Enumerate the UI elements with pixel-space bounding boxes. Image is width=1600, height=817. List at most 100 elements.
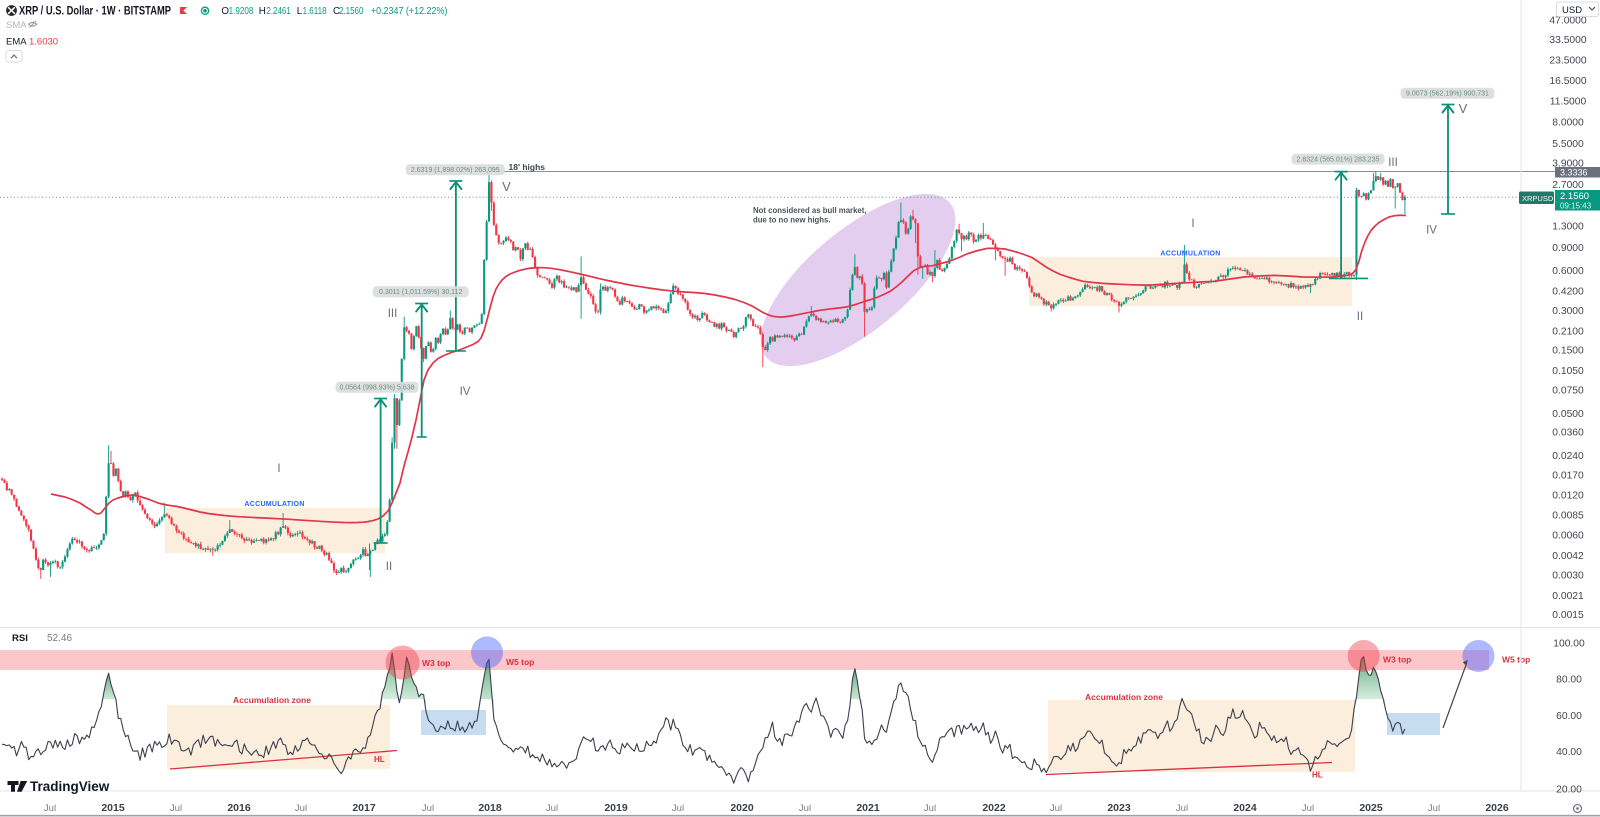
svg-text:2.1560: 2.1560 bbox=[1560, 191, 1589, 202]
svg-text:Jul: Jul bbox=[44, 803, 56, 814]
svg-text:0.3000: 0.3000 bbox=[1552, 306, 1584, 317]
svg-text:RSI: RSI bbox=[12, 633, 28, 644]
svg-text:11.5000: 11.5000 bbox=[1550, 97, 1587, 108]
svg-text:40.00: 40.00 bbox=[1556, 747, 1582, 758]
svg-text:Jul: Jul bbox=[672, 803, 684, 814]
svg-text:9.0073 (562.19%) 900,731: 9.0073 (562.19%) 900,731 bbox=[1406, 91, 1489, 98]
svg-text:W3 top: W3 top bbox=[422, 658, 450, 668]
svg-text:2.1560: 2.1560 bbox=[339, 6, 364, 17]
svg-text:09:15:43: 09:15:43 bbox=[1560, 202, 1592, 211]
svg-text:52.46: 52.46 bbox=[47, 633, 72, 644]
svg-text:0.0060: 0.0060 bbox=[1552, 531, 1584, 542]
svg-text:2018: 2018 bbox=[478, 802, 502, 814]
svg-text:Jul: Jul bbox=[546, 803, 558, 814]
svg-text:II: II bbox=[386, 561, 392, 573]
svg-text:IV: IV bbox=[1426, 225, 1437, 237]
svg-text:0.0085: 0.0085 bbox=[1552, 511, 1584, 522]
svg-text:III: III bbox=[1388, 157, 1398, 169]
svg-text:0.0564 (998.93%) 5,638: 0.0564 (998.93%) 5,638 bbox=[339, 385, 414, 392]
svg-text:3.9000: 3.9000 bbox=[1552, 159, 1584, 170]
svg-text:2026: 2026 bbox=[1485, 802, 1509, 814]
svg-text:0.0240: 0.0240 bbox=[1552, 451, 1584, 462]
svg-text:Jul: Jul bbox=[1302, 803, 1314, 814]
svg-text:ACCUMULATION: ACCUMULATION bbox=[1160, 251, 1220, 258]
svg-text:TradingView: TradingView bbox=[30, 779, 110, 794]
svg-text:SMA: SMA bbox=[6, 20, 27, 31]
svg-text:2025: 2025 bbox=[1359, 802, 1383, 814]
svg-text:W5 top: W5 top bbox=[1502, 655, 1530, 665]
svg-text:due to no new highs.: due to no new highs. bbox=[753, 216, 831, 225]
svg-text:0.9000: 0.9000 bbox=[1552, 243, 1584, 254]
svg-text:Jul: Jul bbox=[1176, 803, 1188, 814]
svg-text:C: C bbox=[333, 6, 340, 17]
svg-text:2023: 2023 bbox=[1107, 802, 1131, 814]
svg-text:5.5000: 5.5000 bbox=[1552, 139, 1584, 150]
svg-text:HL: HL bbox=[1312, 771, 1323, 780]
svg-text:V: V bbox=[502, 179, 511, 194]
svg-text:XRPUSD: XRPUSD bbox=[1522, 194, 1554, 203]
svg-text:Accumulation zone: Accumulation zone bbox=[233, 695, 311, 705]
svg-text:0.0360: 0.0360 bbox=[1552, 428, 1584, 439]
svg-text:0.1050: 0.1050 bbox=[1552, 366, 1584, 377]
svg-text:+0.2347 (+12.22%): +0.2347 (+12.22%) bbox=[371, 6, 448, 17]
svg-text:23.5000: 23.5000 bbox=[1549, 56, 1586, 67]
svg-text:1.3000: 1.3000 bbox=[1552, 222, 1584, 233]
svg-text:Accumulation zone: Accumulation zone bbox=[1085, 692, 1163, 702]
svg-text:0.0120: 0.0120 bbox=[1552, 491, 1584, 502]
svg-text:II: II bbox=[1357, 311, 1363, 323]
svg-text:I: I bbox=[1191, 218, 1194, 230]
svg-text:100.00: 100.00 bbox=[1553, 638, 1585, 649]
svg-text:2021: 2021 bbox=[856, 802, 880, 814]
svg-text:2024: 2024 bbox=[1233, 802, 1257, 814]
svg-text:2020: 2020 bbox=[730, 802, 754, 814]
svg-text:I: I bbox=[277, 463, 280, 475]
svg-text:8.0000: 8.0000 bbox=[1552, 117, 1584, 128]
svg-text:47.0000: 47.0000 bbox=[1549, 16, 1586, 27]
svg-text:V: V bbox=[1459, 101, 1468, 116]
svg-text:Jul: Jul bbox=[1428, 803, 1440, 814]
svg-text:0.0042: 0.0042 bbox=[1552, 551, 1584, 562]
svg-text:20.00: 20.00 bbox=[1556, 785, 1582, 796]
svg-text:Not considered as bull market,: Not considered as bull market, bbox=[753, 206, 867, 215]
svg-text:2022: 2022 bbox=[982, 802, 1006, 814]
svg-text:0.0170: 0.0170 bbox=[1552, 471, 1584, 482]
svg-text:USD: USD bbox=[1562, 5, 1582, 16]
svg-text:1.6030: 1.6030 bbox=[29, 37, 58, 48]
svg-text:0.3011 (1,011.59%) 30,112: 0.3011 (1,011.59%) 30,112 bbox=[379, 289, 462, 296]
svg-text:Jul: Jul bbox=[1050, 803, 1062, 814]
svg-text:0.2100: 0.2100 bbox=[1552, 326, 1584, 337]
svg-text:3.3336: 3.3336 bbox=[1560, 168, 1588, 178]
svg-text:W3 top: W3 top bbox=[1383, 655, 1411, 665]
svg-text:2017: 2017 bbox=[352, 802, 376, 814]
svg-text:2.7000: 2.7000 bbox=[1552, 180, 1584, 191]
svg-text:16.5000: 16.5000 bbox=[1549, 76, 1586, 87]
svg-text:2.2461: 2.2461 bbox=[266, 6, 290, 17]
svg-text:0.6000: 0.6000 bbox=[1552, 266, 1584, 277]
svg-text:1.9208: 1.9208 bbox=[229, 6, 254, 17]
svg-text:Jul: Jul bbox=[799, 803, 811, 814]
svg-text:2.6319 (1,898.02%) 263,095: 2.6319 (1,898.02%) 263,095 bbox=[411, 167, 500, 174]
svg-text:Jul: Jul bbox=[170, 803, 182, 814]
svg-text:2019: 2019 bbox=[604, 802, 628, 814]
svg-text:XRP / U.S. Dollar · 1W · BITST: XRP / U.S. Dollar · 1W · BITSTAMP bbox=[19, 5, 171, 17]
svg-text:W5 top: W5 top bbox=[506, 657, 534, 667]
svg-text:2016: 2016 bbox=[227, 802, 251, 814]
svg-text:O: O bbox=[221, 6, 229, 17]
svg-text:33.5000: 33.5000 bbox=[1549, 35, 1586, 46]
svg-text:IV: IV bbox=[460, 386, 471, 398]
svg-text:0.0021: 0.0021 bbox=[1552, 591, 1584, 602]
svg-text:ACCUMULATION: ACCUMULATION bbox=[244, 501, 304, 508]
svg-text:EMA: EMA bbox=[6, 37, 27, 48]
svg-text:2.8324 (565.01%) 283,235: 2.8324 (565.01%) 283,235 bbox=[1297, 157, 1380, 164]
svg-text:Jul: Jul bbox=[295, 803, 307, 814]
svg-text:III: III bbox=[388, 308, 398, 320]
svg-text:0.0030: 0.0030 bbox=[1552, 570, 1584, 581]
svg-text:1.6118: 1.6118 bbox=[303, 6, 327, 17]
svg-text:Jul: Jul bbox=[422, 803, 434, 814]
svg-text:Jul: Jul bbox=[924, 803, 936, 814]
svg-text:0.1500: 0.1500 bbox=[1552, 346, 1584, 357]
svg-text:HL: HL bbox=[374, 755, 385, 764]
svg-text:H: H bbox=[259, 6, 266, 17]
svg-text:2015: 2015 bbox=[101, 802, 125, 814]
svg-text:80.00: 80.00 bbox=[1556, 675, 1582, 686]
